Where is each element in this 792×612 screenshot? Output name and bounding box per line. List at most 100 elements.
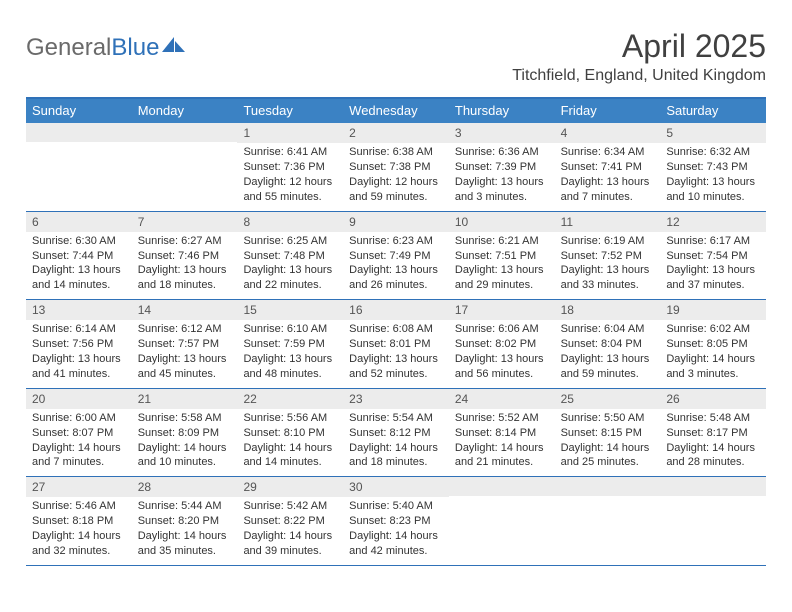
day-body: Sunrise: 6:23 AMSunset: 7:49 PMDaylight:… [343, 232, 449, 299]
day-cell: 28Sunrise: 5:44 AMSunset: 8:20 PMDayligh… [132, 477, 238, 565]
day-number: 29 [243, 479, 337, 495]
daylight-text: Daylight: 13 hours and 48 minutes. [243, 352, 337, 382]
weeks-container: 1Sunrise: 6:41 AMSunset: 7:36 PMDaylight… [26, 123, 766, 566]
day-number-bar: 21 [132, 389, 238, 409]
daylight-text: Daylight: 13 hours and 14 minutes. [32, 263, 126, 293]
day-body: Sunrise: 5:46 AMSunset: 8:18 PMDaylight:… [26, 497, 132, 564]
sunrise-text: Sunrise: 6:41 AM [243, 145, 337, 160]
sunset-text: Sunset: 7:46 PM [138, 249, 232, 264]
sunrise-text: Sunrise: 6:36 AM [455, 145, 549, 160]
day-number-bar: 11 [555, 212, 661, 232]
sunrise-text: Sunrise: 6:04 AM [561, 322, 655, 337]
dow-cell: Sunday [26, 99, 132, 123]
day-body: Sunrise: 5:58 AMSunset: 8:09 PMDaylight:… [132, 409, 238, 476]
day-number: 11 [561, 214, 655, 230]
day-cell: 21 Sunrise: 5:58 AMSunset: 8:09 PMDayligh… [132, 389, 238, 477]
daylight-text: Daylight: 13 hours and 10 minutes. [666, 175, 760, 205]
sunrise-text: Sunrise: 6:14 AM [32, 322, 126, 337]
day-number-bar: 1 [237, 123, 343, 143]
day-number-bar: 3 [449, 123, 555, 143]
day-body: Sunrise: 6:12 AMSunset: 7:57 PMDaylight:… [132, 320, 238, 387]
day-body: Sunrise: 5:40 AMSunset: 8:23 PMDaylight:… [343, 497, 449, 564]
day-number: 12 [666, 214, 760, 230]
day-body: Sunrise: 6:25 AMSunset: 7:48 PMDaylight:… [237, 232, 343, 299]
day-body: Sunrise: 6:08 AMSunset: 8:01 PMDaylight:… [343, 320, 449, 387]
day-body: Sunrise: 5:48 AMSunset: 8:17 PMDaylight:… [660, 409, 766, 476]
daylight-text: Daylight: 13 hours and 52 minutes. [349, 352, 443, 382]
day-number-bar: 19 [660, 300, 766, 320]
location-text: Titchfield, England, United Kingdom [512, 67, 766, 85]
sunset-text: Sunset: 7:57 PM [138, 337, 232, 352]
day-number: 5 [666, 125, 760, 141]
daylight-text: Daylight: 14 hours and 35 minutes. [138, 529, 232, 559]
day-number: 21 [138, 391, 232, 407]
day-body: Sunrise: 6:06 AMSunset: 8:02 PMDaylight:… [449, 320, 555, 387]
sunset-text: Sunset: 7:56 PM [32, 337, 126, 352]
day-number: 22 [243, 391, 337, 407]
day-body: Sunrise: 6:17 AMSunset: 7:54 PMDaylight:… [660, 232, 766, 299]
sunset-text: Sunset: 8:15 PM [561, 426, 655, 441]
sunset-text: Sunset: 7:38 PM [349, 160, 443, 175]
dow-cell: Wednesday [343, 99, 449, 123]
day-number-bar: 18 [555, 300, 661, 320]
daylight-text: Daylight: 14 hours and 32 minutes. [32, 529, 126, 559]
day-cell: 3Sunrise: 6:36 AMSunset: 7:39 PMDaylight… [449, 123, 555, 211]
logo-sail-icon [161, 34, 187, 62]
day-body: Sunrise: 6:19 AMSunset: 7:52 PMDaylight:… [555, 232, 661, 299]
day-number-bar: 10 [449, 212, 555, 232]
header: GeneralBlue April 2025 Titchfield, Engla… [26, 28, 766, 85]
daylight-text: Daylight: 14 hours and 18 minutes. [349, 441, 443, 471]
sunrise-text: Sunrise: 6:32 AM [666, 145, 760, 160]
sunrise-text: Sunrise: 6:21 AM [455, 234, 549, 249]
day-number-bar: 9 [343, 212, 449, 232]
day-number-bar: 13 [26, 300, 132, 320]
sunrise-text: Sunrise: 6:38 AM [349, 145, 443, 160]
day-number-bar [449, 477, 555, 496]
day-number-bar: 5 [660, 123, 766, 143]
day-number: 10 [455, 214, 549, 230]
sunset-text: Sunset: 8:20 PM [138, 514, 232, 529]
daylight-text: Daylight: 13 hours and 26 minutes. [349, 263, 443, 293]
daylight-text: Daylight: 12 hours and 55 minutes. [243, 175, 337, 205]
day-cell: 20 Sunrise: 6:00 AMSunset: 8:07 PMDayligh… [26, 389, 132, 477]
day-number: 20 [32, 391, 126, 407]
sunset-text: Sunset: 7:59 PM [243, 337, 337, 352]
day-of-week-header: SundayMondayTuesdayWednesdayThursdayFrid… [26, 99, 766, 123]
sunset-text: Sunset: 7:36 PM [243, 160, 337, 175]
sunset-text: Sunset: 7:51 PM [455, 249, 549, 264]
daylight-text: Daylight: 13 hours and 41 minutes. [32, 352, 126, 382]
day-body: Sunrise: 6:00 AMSunset: 8:07 PMDaylight:… [26, 409, 132, 476]
day-body: Sunrise: 5:44 AMSunset: 8:20 PMDaylight:… [132, 497, 238, 564]
day-number-bar: 4 [555, 123, 661, 143]
day-number-bar: 29 [237, 477, 343, 497]
sunset-text: Sunset: 8:12 PM [349, 426, 443, 441]
logo: GeneralBlue [26, 28, 187, 62]
day-number: 15 [243, 302, 337, 318]
day-cell: 11 Sunrise: 6:19 AMSunset: 7:52 PMDayligh… [555, 212, 661, 300]
day-cell: 29Sunrise: 5:42 AMSunset: 8:22 PMDayligh… [237, 477, 343, 565]
day-number-bar: 12 [660, 212, 766, 232]
daylight-text: Daylight: 13 hours and 22 minutes. [243, 263, 337, 293]
day-cell: 9Sunrise: 6:23 AMSunset: 7:49 PMDaylight… [343, 212, 449, 300]
sunrise-text: Sunrise: 6:30 AM [32, 234, 126, 249]
daylight-text: Daylight: 13 hours and 56 minutes. [455, 352, 549, 382]
day-number-bar: 23 [343, 389, 449, 409]
sunrise-text: Sunrise: 6:25 AM [243, 234, 337, 249]
week-row: 13Sunrise: 6:14 AMSunset: 7:56 PMDayligh… [26, 300, 766, 389]
day-cell: 4Sunrise: 6:34 AMSunset: 7:41 PMDaylight… [555, 123, 661, 211]
day-number-bar: 30 [343, 477, 449, 497]
sunrise-text: Sunrise: 5:52 AM [455, 411, 549, 426]
day-number: 17 [455, 302, 549, 318]
day-cell: 24Sunrise: 5:52 AMSunset: 8:14 PMDayligh… [449, 389, 555, 477]
daylight-text: Daylight: 14 hours and 39 minutes. [243, 529, 337, 559]
day-body: Sunrise: 6:38 AMSunset: 7:38 PMDaylight:… [343, 143, 449, 210]
day-cell: 23Sunrise: 5:54 AMSunset: 8:12 PMDayligh… [343, 389, 449, 477]
day-number: 25 [561, 391, 655, 407]
day-body: Sunrise: 6:14 AMSunset: 7:56 PMDaylight:… [26, 320, 132, 387]
sunset-text: Sunset: 7:43 PM [666, 160, 760, 175]
day-number-bar: 6 [26, 212, 132, 232]
title-block: April 2025 Titchfield, England, United K… [512, 28, 766, 85]
day-cell: 19Sunrise: 6:02 AMSunset: 8:05 PMDayligh… [660, 300, 766, 388]
day-number-bar: 27 [26, 477, 132, 497]
day-number-bar: 15 [237, 300, 343, 320]
